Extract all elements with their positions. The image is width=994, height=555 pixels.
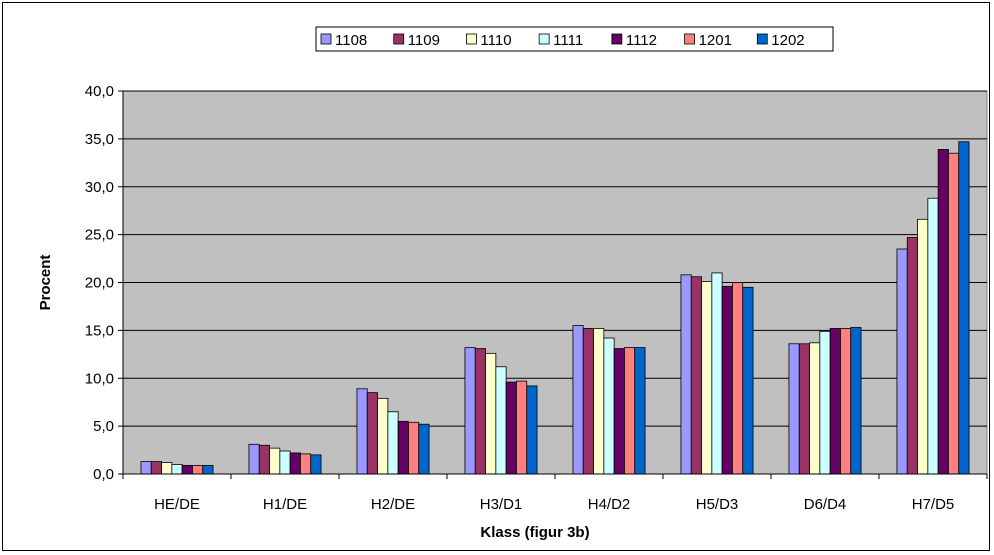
- bar-1112-D6/D4: [829, 328, 841, 475]
- legend-swatch-1108: [320, 33, 332, 45]
- x-tick-label: H5/D3: [696, 496, 739, 513]
- bar-1110-H5/D3: [701, 281, 713, 475]
- y-tick-label: 20,0: [85, 275, 114, 292]
- bar-1201-H7/D5: [948, 152, 960, 475]
- bar-1108-H1/DE: [248, 443, 260, 475]
- bar-1201-H5/D3: [732, 282, 744, 475]
- bar-1109-H1/DE: [258, 444, 270, 475]
- legend-label-1202: 1202: [771, 32, 804, 49]
- bar-1202-H2/DE: [418, 423, 430, 475]
- x-tick-label: H4/D2: [588, 496, 631, 513]
- bar-1202-H7/D5: [958, 141, 970, 475]
- bar-1111-H4/D2: [603, 337, 615, 475]
- x-tick-label: HE/DE: [154, 496, 200, 513]
- y-tick-label: 15,0: [85, 322, 114, 339]
- bar-1111-H5/D3: [711, 272, 723, 475]
- y-axis-title: Procent: [37, 255, 54, 311]
- bar-1202-H5/D3: [742, 286, 754, 475]
- x-tick-label: H3/D1: [480, 496, 523, 513]
- legend: 1108 1109 1110 1111 1112 1201 1202: [315, 26, 834, 52]
- bar-1112-HE/DE: [181, 464, 193, 475]
- gridlines: [123, 90, 987, 427]
- bar-1111-H3/D1: [495, 366, 507, 475]
- bar-1109-H2/DE: [366, 392, 378, 475]
- bar-1108-H2/DE: [356, 388, 368, 475]
- legend-label-1108: 1108: [335, 32, 367, 49]
- bar-1112-H5/D3: [721, 285, 733, 475]
- legend-label-1109: 1109: [408, 32, 440, 49]
- legend-swatch-1112: [611, 33, 623, 45]
- y-tick-label: 0,0: [93, 466, 114, 483]
- bar-1109-H4/D2: [582, 328, 594, 475]
- bar-1108-H5/D3: [680, 274, 692, 475]
- bar-1110-D6/D4: [809, 342, 821, 475]
- x-tick-label: H7/D5: [912, 496, 955, 513]
- legend-swatch-1201: [684, 33, 695, 45]
- bar-1111-H7/D5: [927, 197, 939, 475]
- y-tick-label: 35,0: [85, 131, 114, 148]
- legend-swatch-1111: [538, 33, 550, 45]
- bar-1201-HE/DE: [192, 464, 204, 475]
- bar-1108-D6/D4: [788, 343, 800, 475]
- bar-1110-HE/DE: [161, 462, 173, 475]
- bar-1111-D6/D4: [819, 330, 831, 475]
- y-tick-label: 30,0: [85, 179, 114, 196]
- legend-label-1112: 1112: [626, 32, 657, 49]
- bar-1202-H3/D1: [526, 385, 538, 475]
- bar-1111-H1/DE: [279, 450, 291, 475]
- x-tick-labels: HE/DE H1/DE H2/DE H3/D1 H4/D2 H5/D3 D6/D4 H7/D5: [154, 496, 954, 513]
- y-tick-label: 25,0: [85, 227, 114, 244]
- bar-1112-H4/D2: [613, 348, 625, 475]
- bars: [140, 141, 970, 475]
- legend-label-1201: 1201: [699, 32, 732, 49]
- y-tick-labels: 0,0 5,0 10,0 15,0 20,0 25,0 30,0 35,0 40,0: [85, 83, 114, 483]
- bar-1112-H3/D1: [505, 381, 517, 475]
- bar-1201-H3/D1: [516, 380, 528, 475]
- legend-label-1110: 1110: [480, 32, 511, 49]
- y-tick-label: 10,0: [85, 370, 114, 387]
- bar-1109-HE/DE: [150, 461, 162, 475]
- bar-1201-H2/DE: [408, 421, 420, 475]
- bar-1201-H4/D2: [624, 347, 636, 475]
- bar-1108-HE/DE: [140, 461, 152, 475]
- axes: [118, 90, 988, 479]
- bar-1110-H2/DE: [377, 397, 389, 475]
- bar-1110-H3/D1: [485, 352, 497, 475]
- bar-1201-D6/D4: [840, 328, 852, 475]
- bar-1201-H1/DE: [300, 453, 312, 475]
- bar-1202-HE/DE: [202, 464, 214, 475]
- bar-1202-H4/D2: [634, 347, 646, 475]
- bar-1111-HE/DE: [171, 464, 183, 475]
- bar-1109-H3/D1: [474, 348, 486, 475]
- bar-1111-H2/DE: [387, 411, 399, 475]
- bar-1109-D6/D4: [798, 343, 810, 475]
- bar-1112-H2/DE: [397, 420, 409, 475]
- legend-label-1111: 1111: [553, 32, 583, 49]
- bar-1112-H7/D5: [937, 149, 949, 475]
- bar-1108-H4/D2: [572, 325, 584, 475]
- bar-1108-H7/D5: [896, 248, 908, 475]
- bar-1109-H5/D3: [690, 276, 702, 475]
- bar-1108-H3/D1: [464, 347, 476, 475]
- bar-1110-H4/D2: [593, 328, 605, 475]
- x-tick-label: H2/DE: [371, 496, 415, 513]
- legend-swatch-1202: [756, 33, 768, 45]
- bar-1112-H1/DE: [289, 452, 301, 475]
- legend-swatch-1110: [466, 33, 477, 45]
- legend-swatch-1109: [393, 33, 405, 45]
- bar-1110-H7/D5: [917, 218, 929, 475]
- bar-1202-H1/DE: [310, 454, 322, 475]
- bar-1110-H1/DE: [269, 447, 281, 475]
- y-tick-label: 5,0: [93, 418, 114, 435]
- x-tick-label: D6/D4: [804, 496, 847, 513]
- bar-1109-H7/D5: [906, 237, 918, 475]
- x-axis-title: Klass (figur 3b): [480, 524, 589, 541]
- y-tick-label: 40,0: [85, 83, 114, 100]
- bar-1202-D6/D4: [850, 327, 862, 475]
- x-tick-label: H1/DE: [263, 496, 307, 513]
